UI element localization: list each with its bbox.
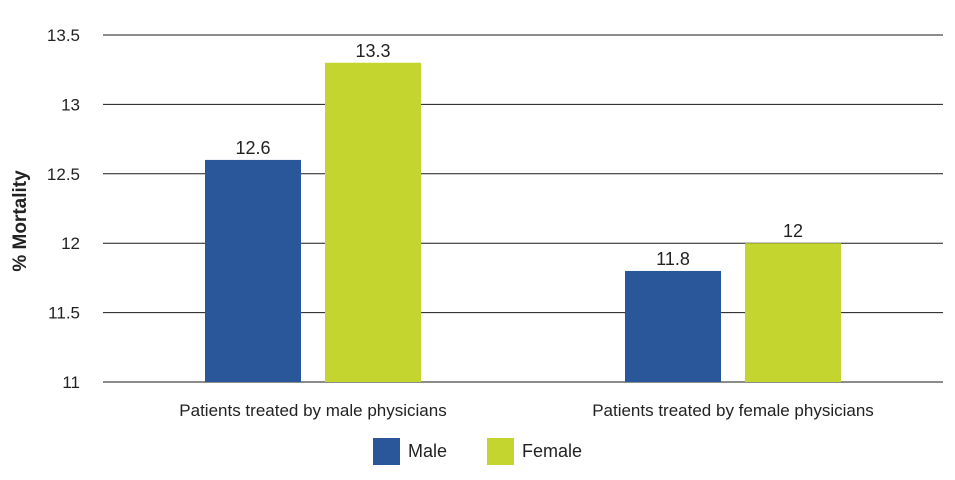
bar-female-1: [745, 243, 841, 382]
legend-swatch-female: [486, 438, 514, 465]
data-labels: 12.6 13.3 11.8 12: [235, 41, 803, 269]
bars: [205, 62, 841, 382]
y-axis-ticks: 11 11.5 12 12.5 13 13.5: [47, 26, 80, 392]
legend-item-female: Female: [486, 438, 583, 465]
data-label: 13.3: [355, 41, 390, 61]
bar-female-0: [325, 62, 421, 382]
legend-swatch-male: [372, 438, 400, 465]
bar-male-1: [625, 270, 721, 382]
legend-item-male: Male: [372, 438, 447, 465]
y-tick-label: 13: [61, 95, 80, 114]
legend: Male Female: [0, 438, 955, 465]
y-tick-label: 13.5: [47, 26, 80, 45]
category-label: Patients treated by female physicians: [592, 401, 874, 420]
category-label: Patients treated by male physicians: [179, 401, 446, 420]
y-axis-label: % Mortality: [10, 170, 31, 272]
data-label: 12: [783, 221, 803, 241]
bar-chart: 11 11.5 12 12.5 13 13.5 12.6 13.3 11.8 12 Patien…: [10, 26, 943, 420]
y-tick-label: 11: [62, 373, 80, 392]
y-tick-label: 11.5: [48, 304, 80, 323]
y-tick-label: 12.5: [47, 165, 80, 184]
legend-label-male: Male: [407, 441, 447, 461]
bar-male-0: [205, 159, 301, 382]
data-label: 12.6: [235, 138, 270, 158]
data-label: 11.8: [656, 249, 690, 269]
legend-label-female: Female: [521, 441, 583, 461]
x-axis-categories: Patients treated by male physicians Patie…: [179, 401, 874, 420]
y-tick-label: 12: [61, 234, 80, 253]
